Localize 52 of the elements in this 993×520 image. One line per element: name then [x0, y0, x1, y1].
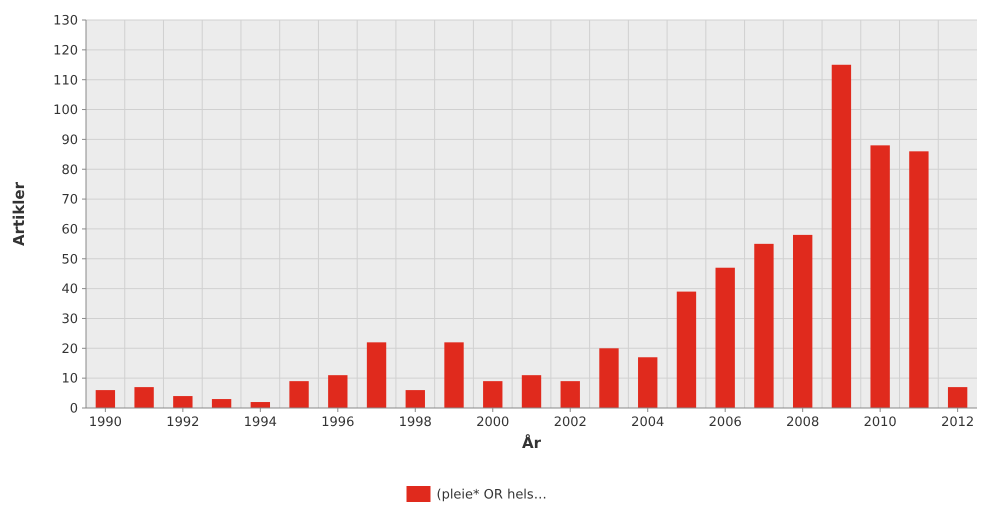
y-tick-label: 20 [61, 342, 78, 357]
y-tick-label: 30 [61, 312, 78, 328]
y-tick-label: 50 [61, 252, 78, 268]
x-tick-label: 1992 [166, 415, 200, 430]
y-tick-label: 0 [70, 402, 78, 417]
bar [212, 399, 232, 408]
bar [870, 145, 890, 408]
legend-label: (pleie* OR hels… [436, 488, 547, 503]
bar [676, 292, 696, 408]
y-tick-label: 10 [61, 372, 78, 387]
bar [948, 387, 968, 408]
bar [522, 375, 542, 408]
bar [250, 402, 270, 408]
bar [366, 342, 386, 408]
y-tick-label: 120 [53, 43, 78, 58]
bar [444, 342, 464, 408]
bar [599, 348, 619, 408]
x-tick-label: 2012 [941, 415, 974, 430]
bar [754, 244, 774, 408]
bar [328, 375, 348, 408]
bar [716, 268, 735, 408]
x-tick-label: 1994 [244, 415, 277, 430]
x-tick-label: 2006 [708, 415, 742, 430]
bar [173, 396, 193, 408]
bar [560, 381, 580, 408]
x-tick-label: 1990 [88, 415, 122, 430]
x-tick-label: 1996 [321, 415, 354, 430]
y-tick-label: 90 [61, 132, 78, 148]
bar [792, 234, 812, 408]
bar [909, 151, 929, 408]
y-tick-label: 80 [61, 162, 78, 178]
bar [638, 357, 658, 408]
bar [832, 64, 852, 408]
y-tick-label: 60 [61, 222, 78, 238]
y-tick-label: 40 [61, 282, 78, 298]
bar [406, 390, 425, 408]
y-tick-label: 100 [53, 103, 78, 118]
x-axis-title: År [522, 434, 542, 452]
y-tick-label: 110 [53, 73, 78, 88]
x-tick-label: 2008 [786, 415, 820, 430]
bar [96, 390, 116, 408]
x-tick-label: 2000 [476, 415, 510, 430]
x-tick-label: 2010 [864, 415, 897, 430]
x-tick-label: 2002 [554, 415, 587, 430]
bar [134, 387, 154, 408]
x-tick-label: 1998 [398, 415, 432, 430]
bar [289, 381, 309, 408]
y-tick-label: 70 [61, 192, 78, 208]
bar [483, 381, 502, 408]
y-tick-label: 130 [53, 14, 78, 29]
x-tick-label: 2004 [631, 415, 664, 430]
y-axis-title: Artikler [10, 181, 28, 246]
